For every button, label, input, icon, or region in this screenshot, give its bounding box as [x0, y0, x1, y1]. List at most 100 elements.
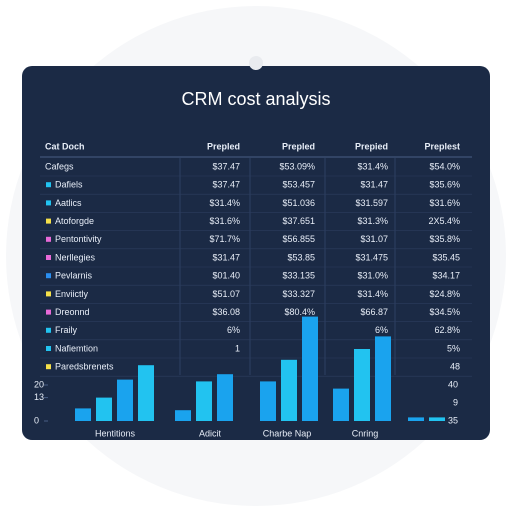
table-cell: $37.651 [282, 216, 315, 226]
table-cell: $31.4% [209, 198, 240, 208]
table-cell: $35.45 [432, 252, 460, 262]
table-cell: $31.0% [357, 271, 388, 281]
table-cell: $80.4% [284, 307, 315, 317]
row-label: Paredsbrenets [55, 362, 114, 372]
y-tick-label: 0 [34, 415, 39, 425]
table-cell: $34.5% [429, 307, 460, 317]
row-marker [46, 364, 51, 370]
table-cell: $24.8% [429, 289, 460, 299]
table-cell: $35.8% [429, 234, 460, 244]
table-cell: 62.8% [434, 325, 460, 335]
table-cell: $31.597 [355, 198, 388, 208]
row-marker [46, 327, 51, 333]
table-cell: $33.327 [282, 289, 315, 299]
bar [333, 388, 349, 421]
x-tick-label: Cnring [352, 428, 379, 438]
row-marker [46, 182, 51, 188]
row-label: Nafiemtion [55, 343, 98, 353]
table-cell: $51.07 [212, 289, 240, 299]
table-cell: $66.87 [360, 307, 388, 317]
content: Cat Doch Prepled Prepled Prepied Preplest Caf… [34, 141, 472, 438]
table-cell: $31.3% [357, 216, 388, 226]
bar [175, 410, 191, 421]
table-cell: $31.475 [355, 252, 388, 262]
table-cell: $36.08 [212, 307, 240, 317]
header-cell: Preplest [424, 141, 460, 151]
title: CRM cost analysis [181, 89, 330, 109]
row-label: Cafegs [45, 161, 74, 171]
row-label: Enviictly [55, 289, 89, 299]
table-cell: $31.4% [357, 289, 388, 299]
table-cell: $37.47 [212, 161, 240, 171]
row-marker [46, 218, 51, 224]
row-marker [46, 291, 51, 297]
table-cell: 6% [375, 325, 388, 335]
table-cell: $53.457 [282, 180, 315, 190]
row-label: Pentontivity [55, 234, 102, 244]
row-marker [46, 273, 51, 279]
row-marker [46, 255, 51, 260]
card [22, 66, 490, 440]
header-cell: Prepled [207, 141, 240, 151]
row-label: Pevlarnis [55, 271, 93, 281]
table-cell: 2X5.4% [428, 216, 460, 226]
row-marker [46, 200, 51, 206]
bar [75, 408, 91, 421]
x-tick-label: Hentitions [95, 428, 136, 438]
table-cell: $37.47 [212, 180, 240, 190]
table-cell: 5% [447, 343, 460, 353]
bar [375, 336, 391, 421]
table-cell: $31.47 [212, 252, 240, 262]
header-cell: Prepled [282, 141, 315, 151]
row-label: Dreonnd [55, 307, 90, 317]
table-cell: $33.135 [282, 271, 315, 281]
table-cell: $35.6% [429, 180, 460, 190]
row-label: Aatlics [55, 198, 82, 208]
pin [249, 56, 263, 70]
header-cell: Prepied [355, 141, 388, 151]
row-marker [46, 236, 51, 242]
table-cell: $56.855 [282, 234, 315, 244]
row-label: Nerllegies [55, 252, 96, 262]
table-cell: $31.47 [360, 180, 388, 190]
table-cell: $51.036 [282, 198, 315, 208]
right-label: 35 [448, 415, 458, 425]
table-cell: $31.6% [429, 198, 460, 208]
bar [281, 359, 297, 421]
table-cell: 1 [235, 343, 240, 353]
right-label: 40 [448, 379, 458, 389]
row-label: Fraily [55, 325, 77, 335]
table-cell: $53.85 [287, 252, 315, 262]
bar [138, 365, 154, 421]
table-cell: 48 [450, 362, 460, 372]
bar [196, 381, 212, 421]
table-cell: $53.09% [279, 161, 315, 171]
header-cell: Cat Doch [45, 141, 85, 151]
row-marker [46, 309, 51, 315]
table-cell: $54.0% [429, 161, 460, 171]
table-cell: $01.40 [212, 271, 240, 281]
bar [96, 397, 112, 421]
bar [117, 379, 133, 421]
table-cell: $34.17 [432, 271, 460, 281]
row-label: Dafiels [55, 180, 83, 190]
row-marker [46, 346, 51, 351]
table-cell: 6% [227, 325, 240, 335]
bar [354, 349, 370, 421]
x-tick-label: Charbe Nap [263, 428, 312, 438]
table-cell: $31.6% [209, 216, 240, 226]
bar [302, 316, 318, 421]
bar [217, 374, 233, 421]
bar [260, 381, 276, 421]
y-tick-label: 13 [34, 392, 44, 402]
table-cell: $31.07 [360, 234, 388, 244]
y-tick-label: 20 [34, 379, 44, 389]
x-tick-label: Adicit [199, 428, 222, 438]
table-cell: $71.7% [209, 234, 240, 244]
bar [429, 417, 445, 421]
bar [408, 417, 424, 421]
right-label: 9 [453, 397, 458, 407]
